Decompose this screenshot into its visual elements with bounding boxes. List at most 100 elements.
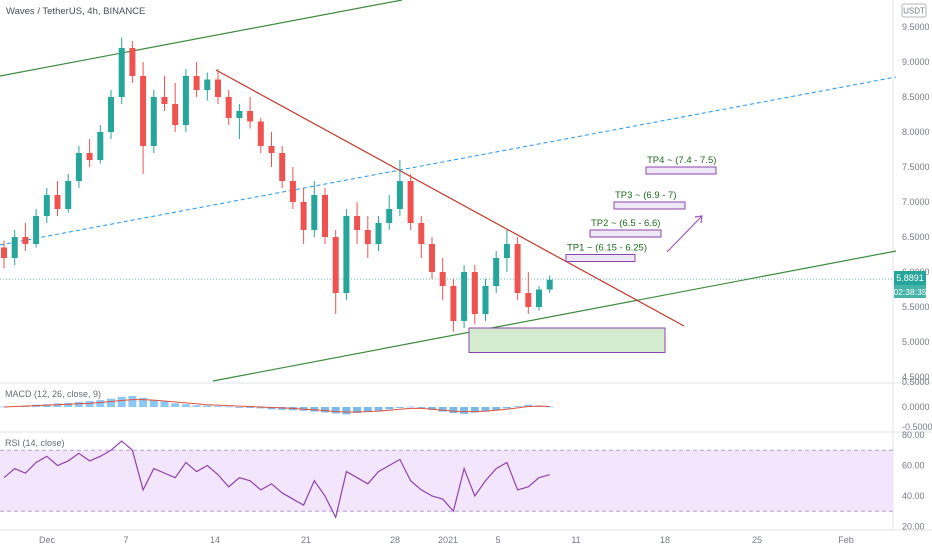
candle-body xyxy=(289,181,296,202)
last-price-label: 5.8891 xyxy=(896,273,924,283)
candle xyxy=(97,125,104,164)
candle xyxy=(118,37,125,104)
candle-body xyxy=(108,97,114,132)
macd-histogram-bar xyxy=(385,407,394,410)
candle-body xyxy=(525,293,532,307)
candle xyxy=(396,160,403,216)
mid-channel-line xyxy=(0,76,897,246)
price-tick-label: 9.5000 xyxy=(902,22,930,32)
macd-histogram-bar xyxy=(139,397,148,407)
macd-histogram-bar xyxy=(502,407,511,409)
candle-body xyxy=(97,132,104,160)
candle-body xyxy=(236,111,243,118)
macd-histogram-bar xyxy=(374,407,383,411)
candle-body xyxy=(129,48,136,76)
candle xyxy=(1,240,7,269)
candle-body xyxy=(172,104,179,125)
candle-body xyxy=(22,237,29,244)
currency-label: USDT xyxy=(903,7,925,16)
lower-channel-line xyxy=(212,250,897,382)
rsi-band xyxy=(0,450,893,512)
price-tick-label: 9.0000 xyxy=(902,57,930,67)
macd-histogram-bar xyxy=(107,398,115,407)
rsi-tick-label: 60.00 xyxy=(902,461,925,471)
candle xyxy=(225,90,232,125)
macd-histogram-bar xyxy=(513,406,522,407)
candle-body xyxy=(140,76,147,146)
rsi-label: RSI (14, close) xyxy=(5,438,65,448)
macd-histogram-bar xyxy=(267,407,276,410)
candle-body xyxy=(86,153,93,160)
candle xyxy=(108,90,114,139)
candle xyxy=(461,265,468,328)
candle-body xyxy=(514,244,521,293)
candle xyxy=(129,41,136,83)
candle-body xyxy=(257,121,264,146)
candle xyxy=(429,237,435,279)
candle-body xyxy=(450,286,457,321)
candle-body xyxy=(182,76,189,125)
target-arrow xyxy=(666,215,703,253)
candle xyxy=(182,69,189,132)
macd-histogram-bar xyxy=(181,404,190,407)
macd-histogram-bar xyxy=(96,400,105,407)
candle xyxy=(525,272,532,314)
candle xyxy=(86,139,93,167)
candle-body xyxy=(311,195,318,230)
tp-box xyxy=(565,254,636,262)
time-tick-label: 2021 xyxy=(438,535,458,545)
candle xyxy=(247,97,254,129)
macd-histogram-bar xyxy=(64,402,73,407)
candle-body xyxy=(33,216,40,244)
macd-histogram-bar xyxy=(481,407,490,412)
tp-annotation: TP4 ~ (7.4 - 7.5) xyxy=(645,155,717,175)
candle-body xyxy=(375,223,382,244)
candle xyxy=(215,69,221,104)
candle xyxy=(268,132,275,167)
candle-body xyxy=(354,216,361,230)
candle xyxy=(514,237,521,300)
target-arrowhead xyxy=(694,215,703,224)
macd-histogram-bar xyxy=(149,400,158,407)
candle xyxy=(22,223,29,251)
time-tick-label: 7 xyxy=(123,535,128,545)
macd-histogram-bar xyxy=(406,406,415,408)
candle-body xyxy=(386,209,393,223)
macd-histogram-bar xyxy=(256,407,265,409)
upper-channel-line xyxy=(0,0,403,77)
tp-label: TP1 ~ (6.15 - 6.25) xyxy=(567,243,647,254)
tp-annotation: TP2 ~ (6.5 - 6.6) xyxy=(589,218,662,238)
price-tick-label: 6.5000 xyxy=(902,232,930,242)
price-tick-label: 7.0000 xyxy=(902,197,930,207)
candle xyxy=(11,230,18,265)
countdown-label: 02:38:35 xyxy=(893,287,926,297)
time-tick-label: Feb xyxy=(838,535,854,545)
candle-body xyxy=(471,272,478,314)
macd-histogram-bar xyxy=(246,407,255,408)
candle xyxy=(375,216,382,251)
macd-histogram-bar xyxy=(214,406,222,407)
macd-histogram-bar xyxy=(203,405,212,407)
time-tick-label: 11 xyxy=(571,535,580,545)
candle xyxy=(418,216,425,258)
candle-body xyxy=(364,230,371,244)
candle-body xyxy=(279,153,286,181)
candle xyxy=(471,265,478,325)
candle-body xyxy=(503,244,510,258)
candle xyxy=(536,286,542,311)
time-tick-label: 14 xyxy=(210,535,220,545)
macd-histogram-bar xyxy=(128,395,137,407)
candle-body xyxy=(11,237,18,258)
currency-badge[interactable]: USDT xyxy=(901,3,927,18)
candle xyxy=(354,202,361,244)
candle xyxy=(54,181,61,216)
candle xyxy=(140,62,147,174)
macd-histogram-bar xyxy=(438,407,447,412)
price-tick-label: 7.5000 xyxy=(902,162,930,172)
macd-histogram-bar xyxy=(395,407,404,408)
macd-histogram-bar xyxy=(160,401,169,407)
time-tick-label: Dec xyxy=(39,535,56,545)
rsi-tick-label: 40.00 xyxy=(902,491,925,501)
candle xyxy=(482,279,489,321)
